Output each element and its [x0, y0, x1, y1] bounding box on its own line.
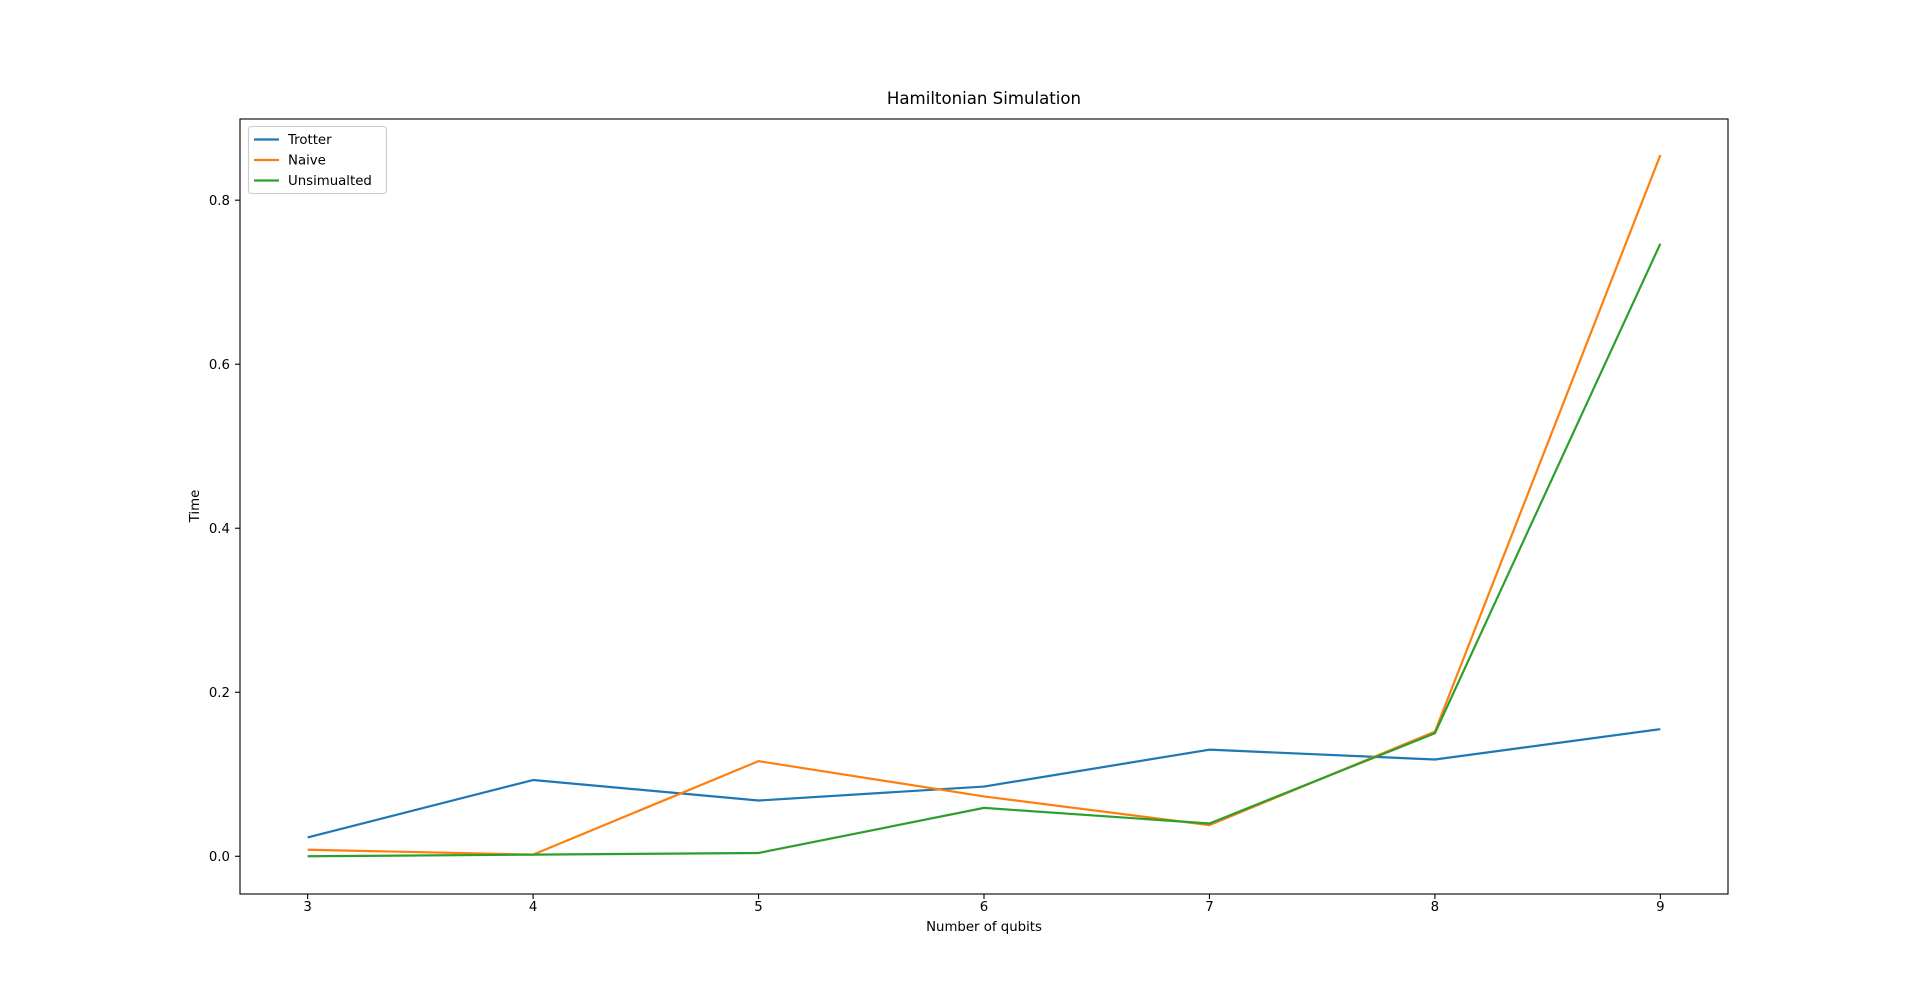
series-lines: [307, 154, 1662, 858]
x-tick-label: 7: [1205, 900, 1213, 915]
y-axis-label: Time: [188, 490, 203, 524]
y-tick-label: 0.4: [209, 522, 230, 537]
chart-title: Hamiltonian Simulation: [887, 89, 1081, 108]
x-tick-label: 5: [754, 900, 762, 915]
legend-entry-label: Trotter: [287, 133, 332, 148]
x-tick-label: 3: [303, 900, 311, 915]
y-tick-label: 0.8: [209, 194, 230, 209]
series-line-unsimualted: [307, 243, 1662, 858]
plot-area: [239, 118, 1729, 895]
legend-entry-label: Naive: [288, 154, 326, 169]
x-axis-label: Number of qubits: [926, 920, 1042, 935]
axis-ticks: 3 4 5 6 7 8 9 0.0 0.2 0.4 0.6 0.8: [209, 194, 1665, 915]
y-tick-label: 0.2: [209, 686, 230, 701]
y-tick-label: 0.0: [209, 850, 230, 865]
series-line-naive: [307, 154, 1662, 856]
legend: Trotter Naive Unsimualted: [247, 125, 388, 195]
x-tick-label: 9: [1656, 900, 1664, 915]
x-tick-label: 4: [529, 900, 537, 915]
series-line-trotter: [307, 728, 1661, 839]
legend-box: [247, 125, 388, 195]
legend-entry-label: Unsimualted: [288, 174, 372, 189]
x-tick-label: 6: [980, 900, 988, 915]
x-tick-label: 8: [1431, 900, 1439, 915]
y-tick-label: 0.6: [209, 358, 230, 373]
